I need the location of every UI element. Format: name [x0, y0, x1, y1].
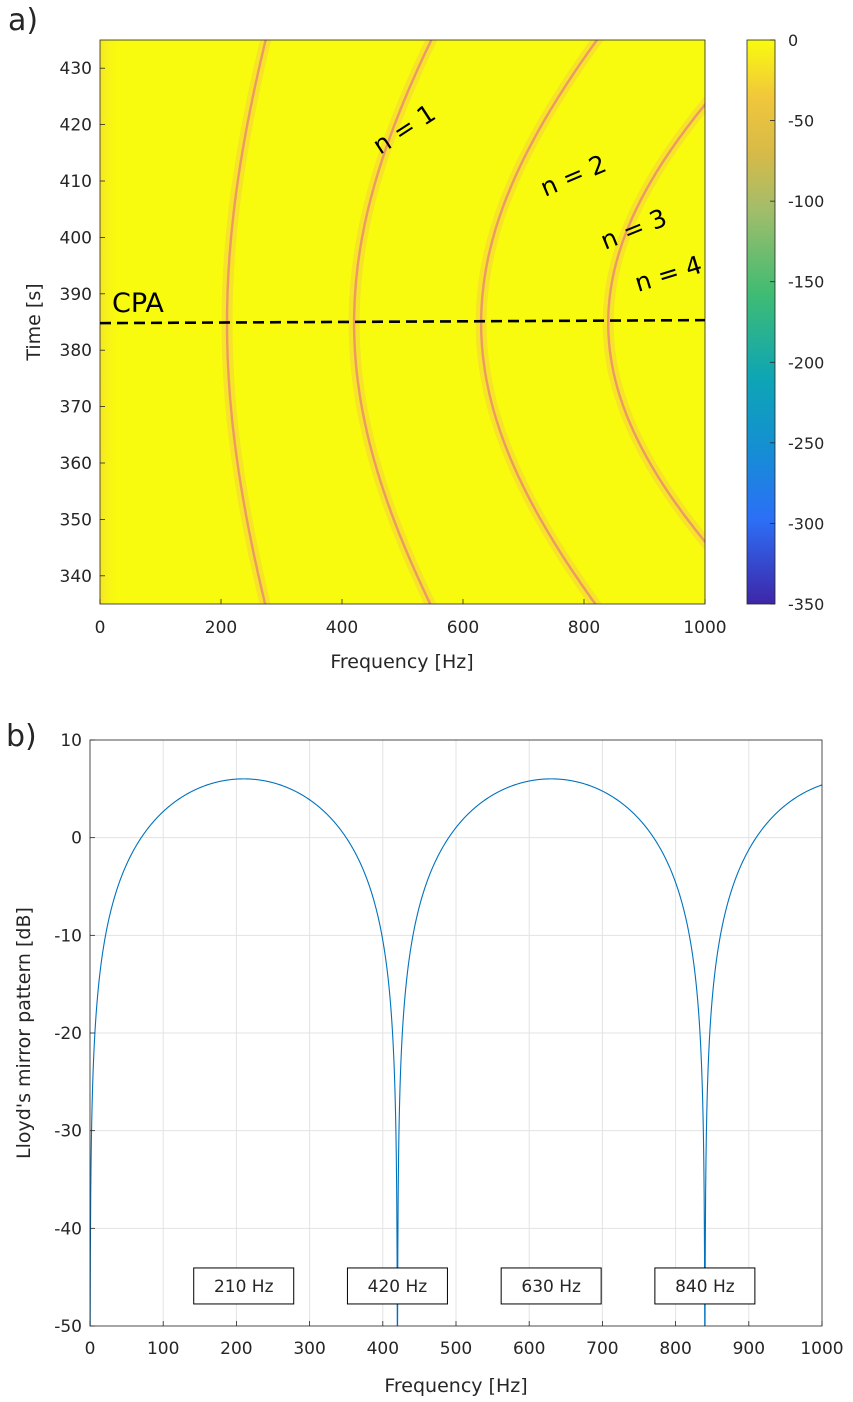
- line-plot-y-tick-label: -10: [54, 926, 82, 946]
- striation-2: [352, 40, 433, 604]
- line-plot-x-label: Frequency [Hz]: [384, 1375, 527, 1397]
- annotation-frame: [346, 1267, 448, 1305]
- annotation-label: 420 Hz: [368, 1277, 428, 1297]
- heatmap-y-tick-label: 340: [60, 567, 92, 587]
- cpa-label: CPA: [112, 288, 164, 319]
- heatmap-y-tick-label: 400: [60, 228, 92, 248]
- colorbar-gradient: [746, 39, 776, 605]
- panel-a: a) CPA n = 1 n = 2 n = 3 n = 4 0 200 400 60…: [8, 3, 824, 673]
- colorbar-tick-label: -50: [788, 112, 814, 131]
- series-line: [90, 778, 822, 1326]
- heatmap-y-tick-label: 390: [60, 285, 92, 305]
- annotation-box: 630 Hz: [500, 1267, 602, 1305]
- heatmap-y-tick-label: 350: [60, 510, 92, 530]
- line-plot-x-tick-label: 300: [293, 1339, 325, 1359]
- striation-4: [607, 102, 705, 544]
- line-plot-y-tick-label: -30: [54, 1122, 82, 1142]
- line-plot-x-tick-label: 100: [147, 1339, 179, 1359]
- line-plot-y-label: Lloyd's mirror pattern [dB]: [13, 907, 35, 1159]
- heatmap-axes: 0 200 400 600 800 1000 340 350 360 370 380 390 400 41…: [60, 59, 727, 638]
- heatmap-x-tick-label: 600: [447, 618, 479, 638]
- line-plot-y-tick-label: -50: [54, 1317, 82, 1337]
- heatmap-x-tick-label: 0: [95, 618, 106, 638]
- heatmap-y-tick-label: 360: [60, 454, 92, 474]
- line-plot-x-tick-label: 1000: [800, 1339, 843, 1359]
- annotation-box: 420 Hz: [346, 1267, 448, 1305]
- line-plot-x-tick-label: 0: [85, 1339, 96, 1359]
- heatmap-y-tick-label: 430: [60, 59, 92, 79]
- annotation-box: 840 Hz: [654, 1267, 756, 1305]
- annotation-label: 210 Hz: [214, 1277, 274, 1297]
- line-plot-y-tick-label: -20: [54, 1024, 82, 1044]
- line-plot-x-tick-label: 900: [733, 1339, 765, 1359]
- heatmap-y-tick-label: 420: [60, 116, 92, 136]
- colorbar-ticks: 0 -50 -100 -150 -200 -250 -300 -350: [770, 31, 824, 614]
- line-plot-axes: 0 100 200 300 400 500 600 700 800 900 1000100-10-2…: [54, 731, 843, 1359]
- annotation-frame: [654, 1267, 756, 1305]
- heatmap-y-tick-label: 380: [60, 341, 92, 361]
- line-plot-y-tick-label: -40: [54, 1219, 82, 1239]
- panel-b: b) 210 Hz 420 Hz 630 Hz 840 Hz 0 100 200 300 40…: [6, 719, 844, 1397]
- line-plot-x-tick-label: 500: [440, 1339, 472, 1359]
- line-plot-y-tick-label: 0: [71, 829, 82, 849]
- null-annotations: 210 Hz 420 Hz 630 Hz 840 Hz: [193, 1267, 756, 1305]
- annotation-frame: [193, 1267, 295, 1305]
- heatmap-x-tick-label: 1000: [683, 618, 726, 638]
- heatmap-y-tick-label: 410: [60, 172, 92, 192]
- colorbar-tick-label: -300: [788, 514, 824, 533]
- annotation-label: 630 Hz: [521, 1277, 581, 1297]
- heatmap-y-tick-label: 370: [60, 398, 92, 418]
- line-plot-x-tick-label: 600: [513, 1339, 545, 1359]
- colorbar-tick-label: 0: [788, 31, 798, 50]
- panel-a-label: a): [8, 3, 38, 38]
- colorbar-tick-label: -250: [788, 434, 824, 453]
- colorbar: 0 -50 -100 -150 -200 -250 -300 -350: [746, 31, 824, 614]
- heatmap-x-tick-label: 400: [326, 618, 358, 638]
- line-plot-x-tick-label: 800: [659, 1339, 691, 1359]
- heatmap-x-tick-label: 800: [568, 618, 600, 638]
- annotation-frame: [500, 1267, 602, 1305]
- panel-b-label: b): [6, 719, 37, 754]
- heatmap-x-tick-label: 200: [205, 618, 237, 638]
- colorbar-tick-label: -150: [788, 273, 824, 292]
- heatmap-x-label: Frequency [Hz]: [330, 651, 473, 673]
- colorbar-tick-label: -200: [788, 353, 824, 372]
- line-plot-x-tick-label: 400: [367, 1339, 399, 1359]
- colorbar-tick-label: -350: [788, 595, 824, 614]
- heatmap-edge-shade: [100, 40, 122, 604]
- annotation-label: 840 Hz: [675, 1277, 735, 1297]
- line-plot-x-tick-label: 200: [220, 1339, 252, 1359]
- colorbar-tick-label: -100: [788, 192, 824, 211]
- line-plot-y-tick-label: 10: [60, 731, 82, 751]
- heatmap-y-label: Time [s]: [23, 283, 45, 361]
- line-plot-x-tick-label: 700: [586, 1339, 618, 1359]
- annotation-box: 210 Hz: [193, 1267, 295, 1305]
